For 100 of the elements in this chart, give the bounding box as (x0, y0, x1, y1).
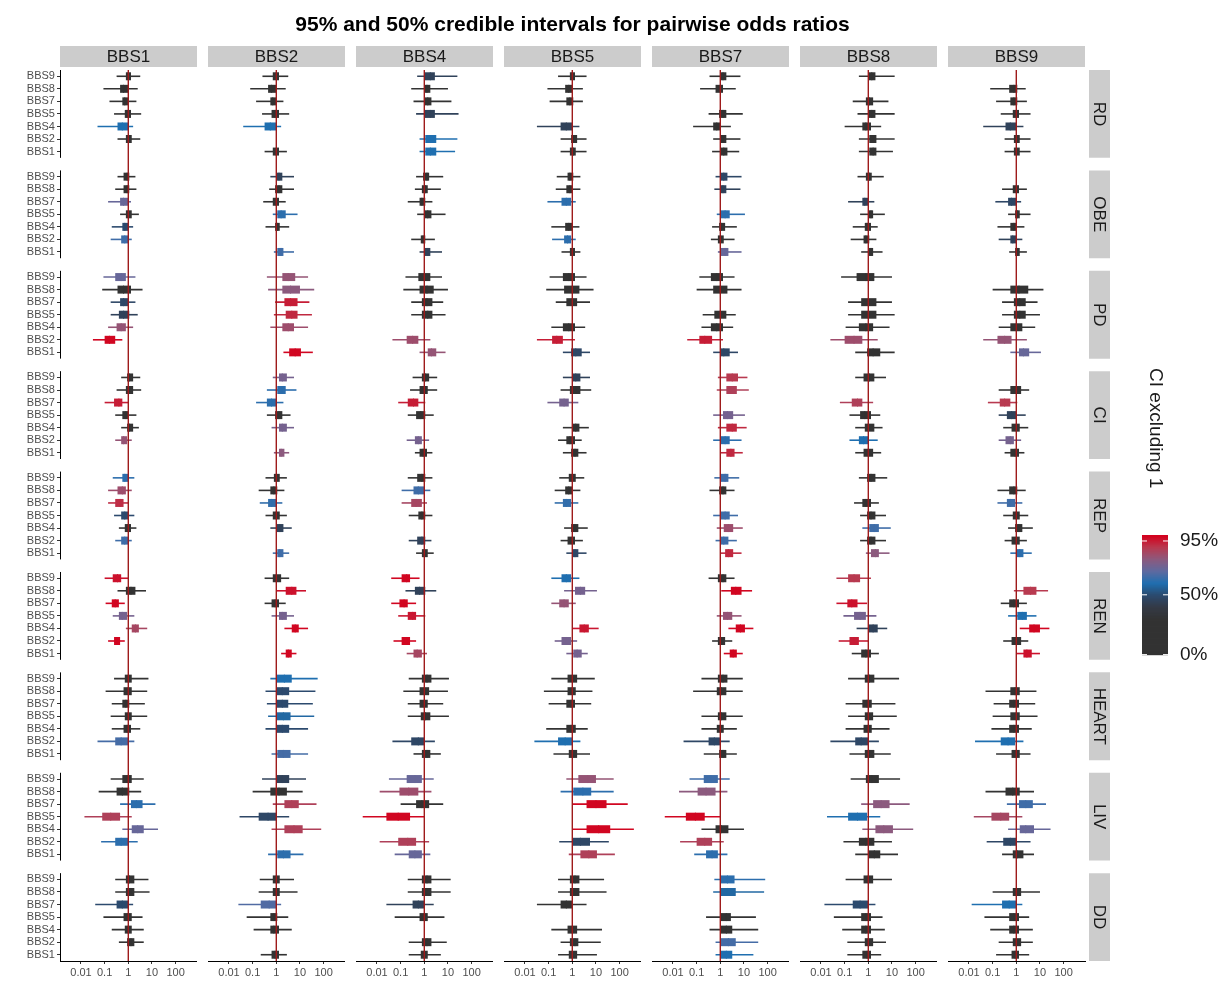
y-tick-label: BBS2 (26, 834, 55, 847)
y-tick-label: BBS2 (26, 533, 55, 546)
color-bar-title: CI excluding 1 (1145, 368, 1167, 489)
y-tick-label: BBS9 (26, 270, 55, 283)
text: 95% and 50% credible intervals for pairwise odds ratios (294, 12, 851, 36)
x-tick-label: 100 (166, 965, 185, 978)
y-tick-label: BBS5 (26, 106, 55, 119)
y-tick-label: BBS8 (26, 885, 55, 898)
y-tick-label: BBS1 (26, 245, 55, 257)
x-tick-label: 10 (1033, 965, 1047, 978)
x-tick-label: 1 (717, 965, 724, 978)
y-tick-label: BBS1 (26, 345, 55, 358)
y-tick-label: BBS2 (26, 332, 55, 345)
x-tick-label: 1 (125, 965, 132, 978)
x-tick-label: 1 (1013, 965, 1020, 978)
y-tick-label: BBS8 (26, 684, 55, 697)
y-tick-label: BBS8 (26, 182, 55, 195)
y-tick-label: BBS1 (26, 746, 55, 759)
y-tick-label: BBS4 (26, 621, 55, 634)
y-tick-label: BBS9 (26, 69, 55, 82)
x-tick-label: 100 (462, 965, 481, 978)
y-tick-label: BBS9 (26, 571, 55, 584)
color-bar-label: 0% (1180, 642, 1208, 664)
x-tick-label: 0.01 (810, 965, 832, 978)
x-tick-label: 0.01 (662, 965, 684, 978)
chart-title: BBS2 (254, 47, 299, 67)
y-tick-label: BBS4 (26, 922, 55, 935)
y-tick-label: BBS9 (26, 169, 55, 182)
y-tick-label: BBS4 (26, 721, 55, 734)
y-tick-label: BBS5 (26, 307, 55, 320)
chart-title: BBS5 (550, 47, 595, 67)
x-tick-label: 0.1 (392, 965, 409, 978)
y-tick-label: BBS5 (26, 508, 55, 521)
y-tick-label: BBS2 (26, 935, 55, 948)
y-tick-label: BBS5 (26, 408, 55, 421)
y-tick-label: BBS7 (26, 696, 55, 709)
y-tick-label: BBS1 (26, 546, 55, 559)
x-tick-label: 0.1 (96, 965, 113, 978)
text: LIV (1089, 803, 1109, 831)
chart-title: BBS8 (846, 47, 891, 67)
x-tick-label: 1 (421, 965, 428, 978)
x-tick-label: 100 (758, 965, 777, 978)
y-tick-label: BBS5 (26, 910, 55, 923)
color-bar-label: 50% (1180, 583, 1219, 605)
text: OBE (1089, 196, 1109, 233)
text: CI (1089, 406, 1109, 424)
y-tick-label: BBS4 (26, 521, 55, 534)
y-tick-label: BBS2 (26, 734, 55, 747)
text: RD (1089, 101, 1109, 127)
y-tick-label: BBS5 (26, 709, 55, 722)
x-tick-label: 1 (273, 965, 280, 978)
y-tick-label: BBS7 (26, 596, 55, 609)
y-tick-label: BBS9 (26, 772, 55, 785)
x-tick-label: 10 (737, 965, 751, 978)
y-tick-label: BBS9 (26, 470, 55, 483)
chart-title: BBS1 (106, 47, 151, 67)
x-tick-label: 0.01 (366, 965, 388, 978)
chart-title: BBS9 (994, 47, 1039, 67)
x-tick-label: 0.1 (984, 965, 1001, 978)
y-tick-label: BBS7 (26, 295, 55, 308)
x-tick-label: 10 (589, 965, 603, 978)
y-tick-label: BBS8 (26, 81, 55, 94)
x-tick-label: 0.1 (540, 965, 557, 978)
text: REP (1089, 498, 1109, 533)
chart-title: BBS7 (698, 47, 743, 67)
y-tick-label: BBS8 (26, 583, 55, 596)
y-tick-label: BBS4 (26, 219, 55, 232)
y-tick-label: BBS7 (26, 395, 55, 408)
x-tick-label: 100 (1054, 965, 1073, 978)
y-tick-label: BBS7 (26, 94, 55, 107)
y-tick-label: BBS2 (26, 433, 55, 446)
y-tick-label: BBS7 (26, 495, 55, 508)
y-tick-label: BBS2 (26, 132, 55, 145)
x-tick-label: 0.01 (958, 965, 980, 978)
y-tick-label: BBS2 (26, 232, 55, 245)
x-tick-label: 0.1 (836, 965, 853, 978)
x-tick-label: 10 (293, 965, 307, 978)
y-tick-label: BBS7 (26, 797, 55, 810)
y-tick-label: BBS9 (26, 671, 55, 684)
x-tick-label: 0.1 (688, 965, 705, 978)
y-tick-label: BBS2 (26, 634, 55, 647)
y-tick-label: BBS1 (26, 144, 55, 157)
x-tick-label: 0.01 (514, 965, 536, 978)
y-tick-label: BBS4 (26, 420, 55, 433)
x-tick-label: 0.1 (244, 965, 261, 978)
x-tick-label: 100 (906, 965, 925, 978)
y-tick-label: BBS5 (26, 207, 55, 220)
y-tick-label: BBS4 (26, 320, 55, 333)
y-tick-label: BBS7 (26, 194, 55, 207)
x-tick-label: 1 (569, 965, 576, 978)
y-tick-label: BBS8 (26, 483, 55, 496)
y-tick-label: BBS9 (26, 872, 55, 885)
y-tick-label: BBS7 (26, 897, 55, 910)
y-tick-label: BBS1 (26, 445, 55, 458)
y-tick-label: BBS8 (26, 383, 55, 396)
y-tick-label: BBS5 (26, 608, 55, 621)
x-tick-label: 0.01 (218, 965, 240, 978)
x-tick-label: 100 (314, 965, 333, 978)
y-tick-label: BBS8 (26, 784, 55, 797)
x-tick-label: 0.01 (70, 965, 92, 978)
